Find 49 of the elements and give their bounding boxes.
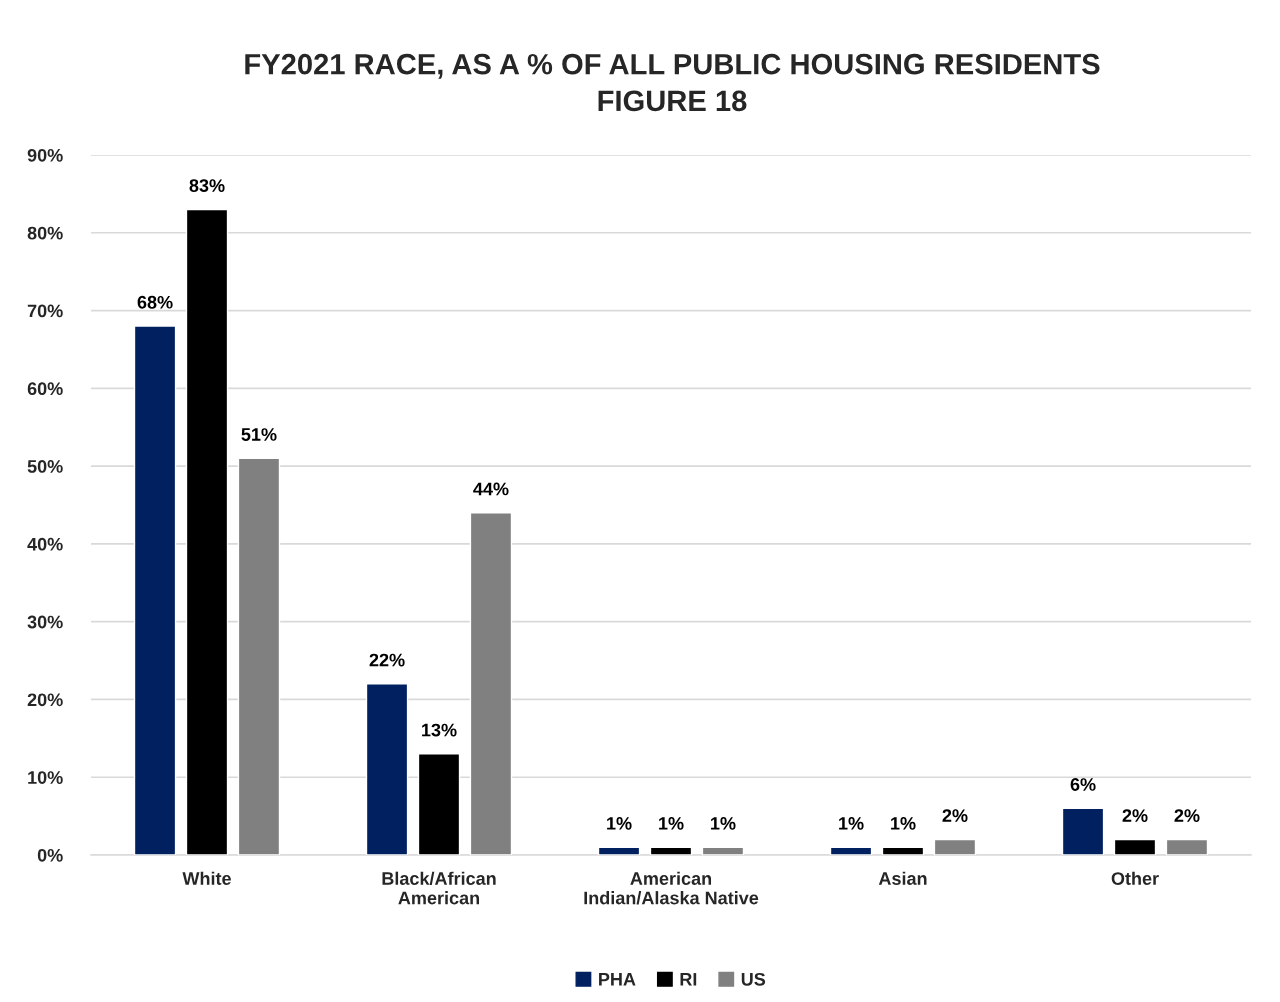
data-label: 2%: [942, 809, 968, 822]
bar: [1165, 838, 1209, 855]
y-tick-label: 90%: [27, 148, 63, 162]
x-tick-label: American Indian/Alaska Native: [584, 871, 759, 905]
y-tick-label: 40%: [27, 537, 63, 551]
bar: [1113, 838, 1157, 855]
y-tick-label: 20%: [27, 693, 63, 707]
bar: [701, 846, 745, 855]
bar: [469, 512, 513, 855]
data-label: 1%: [891, 817, 916, 830]
y-tick-label: 0%: [37, 848, 63, 862]
data-label: 83%: [189, 179, 225, 193]
data-label: 51%: [241, 428, 277, 441]
bar: [881, 846, 925, 855]
x-tick-label: Asian: [878, 871, 927, 885]
y-tick-label: 70%: [27, 304, 63, 318]
legend-label: US: [741, 972, 766, 986]
y-tick-label: 80%: [27, 226, 63, 240]
data-label: 22%: [369, 653, 405, 667]
y-tick-label: 50%: [27, 460, 63, 473]
data-label: 13%: [422, 723, 457, 737]
bar: [133, 325, 177, 855]
bar: [829, 846, 873, 855]
data-label: 1%: [711, 817, 736, 830]
data-label: 1%: [659, 817, 684, 830]
y-tick-label: 10%: [28, 771, 63, 784]
bar: [933, 838, 977, 855]
data-label: 68%: [137, 295, 173, 309]
legend-label: RI: [680, 973, 697, 986]
x-tick-label: Other: [1111, 871, 1159, 885]
data-label: 1%: [839, 817, 864, 830]
bar: [365, 683, 409, 855]
bar: [649, 846, 693, 855]
bar: [237, 457, 281, 855]
bar: [597, 846, 641, 855]
bar: [185, 208, 229, 855]
data-label: 44%: [473, 482, 509, 496]
y-tick-label: 60%: [27, 382, 63, 396]
legend-label: PHA: [599, 973, 636, 986]
x-tick-label: White: [182, 871, 231, 885]
x-tick-label: Black/African American: [382, 871, 496, 905]
data-label: 1%: [607, 817, 632, 830]
bar: [417, 753, 461, 855]
chart-title: FY2021 RACE, AS A % OF ALL PUBLIC HOUSING RESIDENTS FIGURE 18: [245, 53, 1100, 112]
bar: [1061, 807, 1105, 855]
y-tick-label: 30%: [27, 615, 63, 629]
data-label: 6%: [1070, 778, 1096, 791]
data-label: 2%: [1174, 809, 1200, 822]
data-label: 2%: [1122, 809, 1148, 822]
